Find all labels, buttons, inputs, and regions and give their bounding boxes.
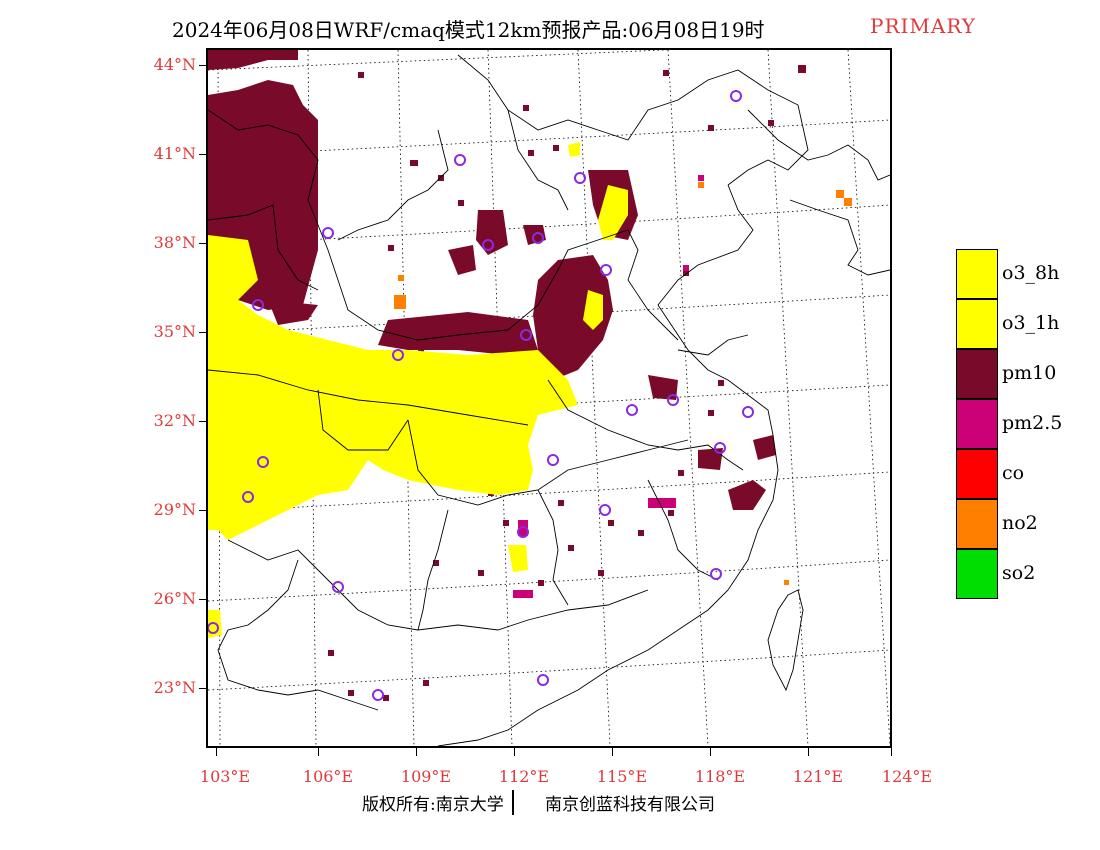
lon-tick	[318, 748, 319, 756]
lat-tick	[199, 65, 206, 66]
lat-label-41n: 41°N	[153, 144, 196, 163]
lon-tick	[216, 748, 217, 756]
station-markers	[208, 90, 754, 701]
lat-tick	[199, 332, 206, 333]
legend-item-so2: so2	[956, 549, 1096, 599]
lon-tick	[710, 748, 711, 756]
no2-patches	[394, 182, 852, 585]
lon-tick	[514, 748, 515, 756]
header: 2024年06月08日WRF/cmaq模式12km预报产品:06月08日19时 …	[0, 14, 1100, 42]
pollutant-map	[208, 50, 890, 746]
lat-tick	[199, 421, 206, 422]
legend-label: pm2.5	[1002, 412, 1063, 434]
legend-label: o3_1h	[1002, 312, 1060, 334]
pm10-scatter	[328, 65, 806, 701]
pollutant-legend: o3_8h o3_1h pm10 pm2.5 co no2 so2	[956, 249, 1096, 599]
lat-tick	[199, 688, 206, 689]
lon-label-106e: 106°E	[302, 767, 354, 786]
legend-item-no2: no2	[956, 499, 1096, 549]
lat-label-35n: 35°N	[153, 322, 196, 341]
footer: 版权所有:南京大学 南京创蓝科技有限公司	[0, 790, 1100, 820]
lat-label-44n: 44°N	[153, 55, 196, 74]
legend-label: pm10	[1002, 362, 1057, 384]
map-frame[interactable]	[206, 48, 892, 748]
lon-label-112e: 112°E	[498, 767, 550, 786]
company-name: 南京创蓝科技有限公司	[545, 795, 715, 815]
legend-swatch	[956, 349, 998, 399]
lon-tick	[612, 748, 613, 756]
lat-label-26n: 26°N	[153, 589, 196, 608]
legend-swatch	[956, 399, 998, 449]
lon-label-103e: 103°E	[199, 767, 251, 786]
lon-label-109e: 109°E	[400, 767, 452, 786]
legend-swatch	[956, 249, 998, 299]
legend-label: co	[1002, 462, 1025, 484]
lon-label-115e: 115°E	[596, 767, 648, 786]
legend-label: o3_8h	[1002, 262, 1060, 284]
lat-tick	[199, 510, 206, 511]
lat-label-38n: 38°N	[153, 233, 196, 252]
legend-label: so2	[1002, 562, 1036, 584]
lat-tick	[199, 154, 206, 155]
legend-item-o3-1h: o3_1h	[956, 299, 1096, 349]
lon-tick	[808, 748, 809, 756]
legend-item-co: co	[956, 449, 1096, 499]
lon-tick	[891, 748, 892, 756]
legend-swatch	[956, 549, 998, 599]
lon-label-121e: 121°E	[792, 767, 844, 786]
lon-label-118e: 118°E	[694, 767, 746, 786]
map-title: 2024年06月08日WRF/cmaq模式12km预报产品:06月08日19时	[172, 18, 765, 42]
boundary-lines	[208, 54, 890, 746]
legend-item-pm10: pm10	[956, 349, 1096, 399]
lat-label-32n: 32°N	[153, 411, 196, 430]
legend-swatch	[956, 299, 998, 349]
copyright-text: 版权所有:南京大学	[362, 790, 514, 815]
lat-tick	[199, 599, 206, 600]
graticule	[208, 50, 890, 746]
legend-swatch	[956, 449, 998, 499]
legend-label: no2	[1002, 512, 1038, 534]
lat-label-29n: 29°N	[153, 500, 196, 519]
o3-region-southwest	[208, 142, 628, 638]
legend-item-o3-8h: o3_8h	[956, 249, 1096, 299]
legend-item-pm25: pm2.5	[956, 399, 1096, 449]
lon-label-124e: 124°E	[881, 767, 933, 786]
lon-tick	[416, 748, 417, 756]
lat-label-23n: 23°N	[153, 678, 196, 697]
legend-swatch	[956, 499, 998, 549]
product-type-label: PRIMARY	[870, 14, 976, 38]
lat-tick	[199, 243, 206, 244]
